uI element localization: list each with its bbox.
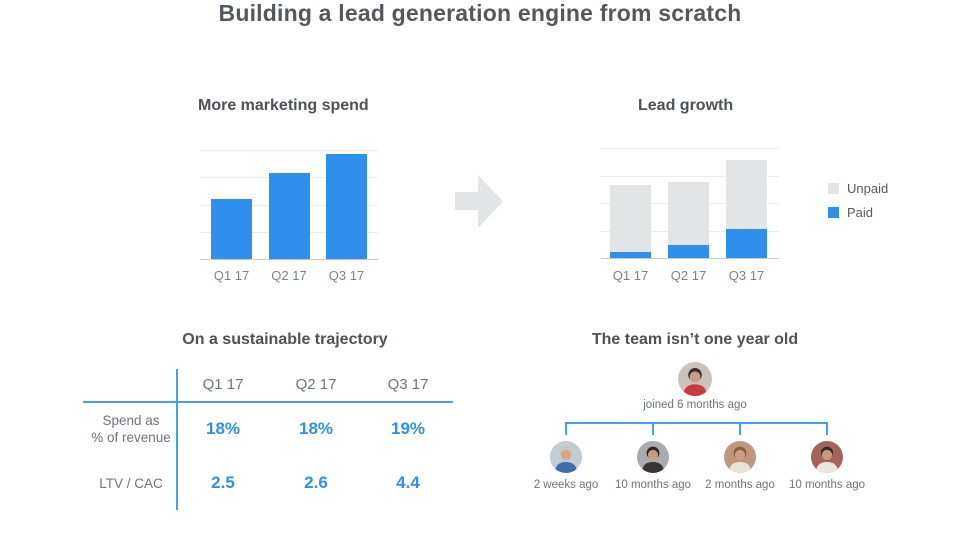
team-heading: The team isn’t one year old	[591, 331, 799, 348]
table-value-spend-q3: 19%	[390, 419, 426, 438]
table-value-ltv-q2: 2.6	[304, 473, 328, 492]
axis-label-q2-17: Q2 17	[271, 268, 307, 283]
unpaid-swatch-icon	[828, 183, 839, 194]
legend-item-paid: Paid	[828, 205, 888, 220]
unpaid-segment-q2-17	[668, 182, 709, 246]
table-value-ltv-q3: 4.4	[396, 473, 420, 492]
chart-gridline	[601, 148, 779, 149]
team-connector-tick-1	[565, 422, 567, 435]
legend: Unpaid Paid	[828, 181, 888, 229]
chart-gridline	[601, 175, 779, 177]
member-caption-4: 10 months ago	[788, 479, 866, 491]
axis-label-q3-17: Q3 17	[728, 268, 765, 283]
lead-growth-chart: Q1 17 Q2 17 Q3 17	[601, 148, 779, 283]
axis-label-q1-17: Q1 17	[612, 268, 649, 283]
table-col-q2: Q2 17	[295, 376, 337, 393]
spend-bar-q1-17	[211, 198, 252, 260]
axis-label-q3-17: Q3 17	[328, 268, 365, 283]
unpaid-segment-q1-17	[610, 184, 651, 253]
chart-baseline	[200, 259, 378, 260]
member-caption-3: 2 months ago	[705, 479, 775, 491]
table-col-q3: Q3 17	[387, 376, 429, 393]
right-arrow-icon	[455, 175, 503, 228]
legend-label-paid: Paid	[847, 205, 874, 220]
team-connector-tick-2	[652, 422, 654, 435]
member-avatar-3	[724, 441, 756, 473]
legend-label-unpaid: Unpaid	[847, 181, 889, 196]
team-connector-tick-4	[826, 422, 828, 435]
legend-item-unpaid: Unpaid	[828, 181, 888, 196]
marketing-spend-heading: More marketing spend	[198, 97, 369, 114]
table-value-spend-q1: 18%	[205, 419, 241, 438]
paid-segment-q1-17	[610, 252, 651, 259]
team-connector-tick-3	[739, 422, 741, 435]
table-value-ltv-q1: 2.5	[211, 473, 235, 492]
axis-label-q2-17: Q2 17	[670, 268, 707, 283]
spend-bar-q3-17	[326, 153, 367, 260]
table-col-q1: Q1 17	[202, 376, 244, 393]
manager-avatar	[678, 362, 712, 396]
member-avatar-4	[811, 441, 843, 473]
table-vertical-line	[176, 369, 178, 510]
paid-segment-q3-17	[726, 228, 767, 259]
paid-segment-q2-17	[668, 245, 709, 259]
table-row-label-ltv-cac: LTV / CAC	[99, 476, 163, 491]
marketing-spend-chart: Q1 17 Q2 17 Q3 17	[200, 150, 378, 283]
manager-caption: joined 6 months ago	[643, 399, 747, 411]
chart-gridline	[200, 150, 378, 151]
trajectory-heading: On a sustainable trajectory	[182, 331, 388, 348]
member-avatar-2	[637, 441, 669, 473]
member-avatar-1	[550, 441, 582, 473]
table-horizontal-line	[83, 401, 453, 403]
page-title: Building a lead generation engine from s…	[218, 0, 742, 26]
team-connector-line	[565, 422, 828, 424]
axis-label-q1-17: Q1 17	[213, 268, 250, 283]
member-caption-1: 2 weeks ago	[533, 479, 599, 491]
table-value-spend-q2: 18%	[298, 419, 334, 438]
chart-baseline	[601, 258, 779, 259]
lead-growth-heading: Lead growth	[638, 97, 734, 114]
unpaid-segment-q3-17	[726, 160, 767, 229]
spend-bar-q2-17	[268, 172, 310, 260]
member-caption-2: 10 months ago	[614, 479, 692, 491]
table-row-label-spend: Spend as % of revenue	[91, 413, 171, 445]
paid-swatch-icon	[828, 207, 839, 218]
